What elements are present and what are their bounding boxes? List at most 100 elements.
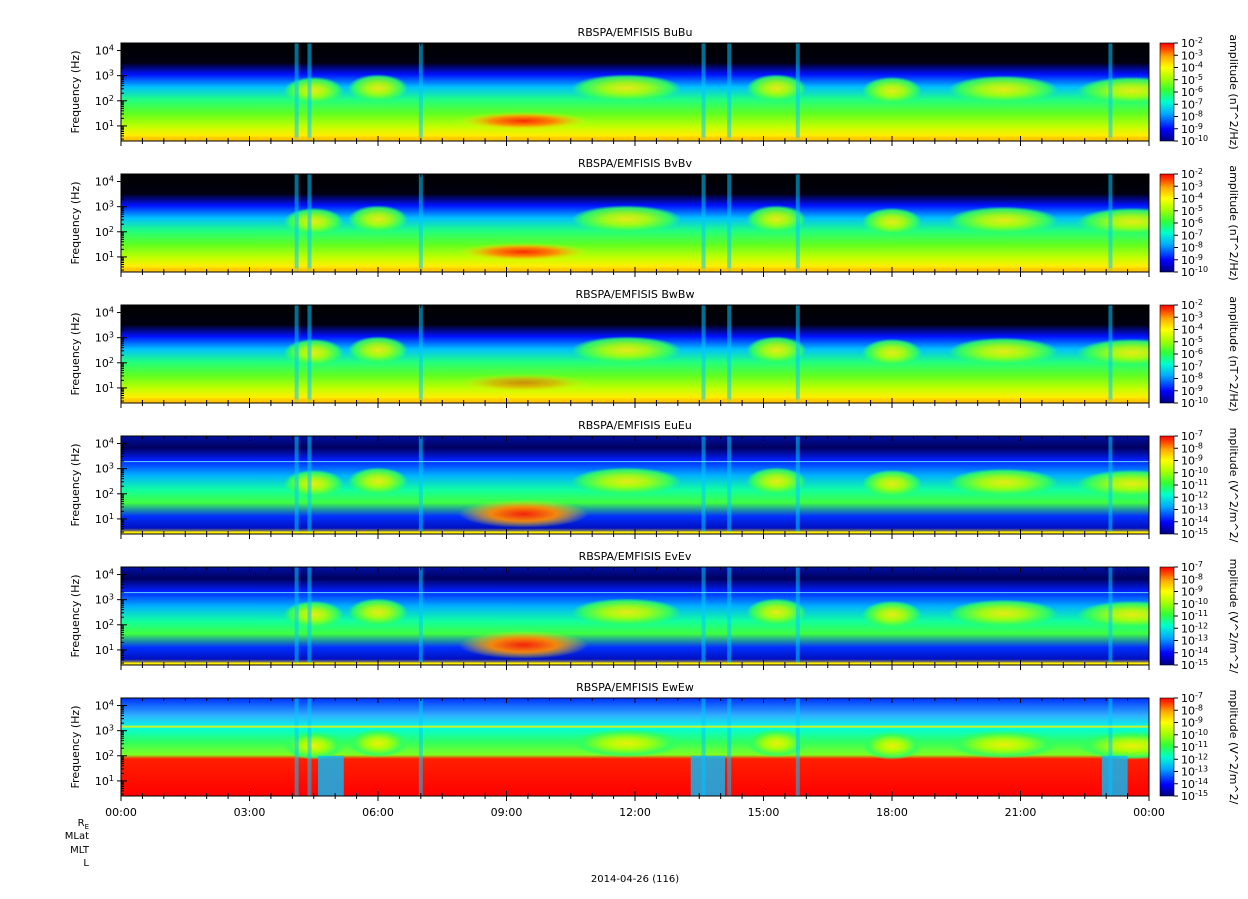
broadband-spike [1108,174,1113,272]
y-tick-label: 103 [95,593,114,607]
y-axis-label: Frequency (Hz) [69,706,82,789]
colorbar-tick-label: 10-14 [1181,777,1208,791]
gap-region [318,755,344,796]
y-axis-label: Frequency (Hz) [69,444,82,527]
hot-band-patch [458,242,589,261]
y-tick-label: 102 [95,356,114,370]
emission-patch [1076,207,1149,236]
hot-band-patch [458,373,589,392]
colorbar-tick-label: 10-5 [1181,73,1203,87]
hot-band-patch [458,630,589,659]
colorbar-tick-label: 10-7 [1181,359,1203,373]
broadband-spike [701,436,706,534]
colorbar-tick-label: 10-12 [1181,621,1208,635]
x-tick-label: 00:00 [105,806,137,819]
line-interference [121,592,1149,594]
ephemeris-label-mlt: MLT [70,845,89,856]
emission-patch [571,598,682,627]
gap-region [690,755,725,796]
colorbar-tick-label: 10-13 [1181,634,1208,648]
emission-patch [571,467,682,496]
colorbar-tick-label: 10-9 [1181,454,1203,468]
colorbar-tick-label: 10-7 [1181,97,1203,111]
colorbar-label: mplitude (V^2/m^2/ [1227,559,1240,674]
colorbar [1159,173,1175,273]
colorbar-tick-label: 10-8 [1181,441,1203,455]
colorbar-tick-label: 10-6 [1181,347,1203,361]
colorbar-tick-label: 10-11 [1181,740,1208,754]
colorbar-tick-label: 10-7 [1181,228,1203,242]
colorbar-label: amplitude (nT^2/Hz) [1227,165,1240,280]
colorbar-tick-label: 10-3 [1181,310,1203,324]
colorbar-tick-label: 10-7 [1181,560,1203,574]
broadband-spike [727,567,732,665]
hot-band-patch [458,111,589,130]
emission-patch [348,598,408,627]
broadband-spike [1108,436,1113,534]
broadband-spike [795,567,800,665]
spectrogram-panel: 101 102 103 104 RBSPA/EMFISIS EwEw Frequency … [69,681,1240,805]
colorbar-tick-label: 10-3 [1181,48,1203,62]
colorbar-label: amplitude (nT^2/Hz) [1227,34,1240,149]
emission-patch [746,729,807,758]
emission-patch [746,74,807,103]
broadband-spike [727,436,732,534]
spectrogram-image [121,567,1149,665]
colorbar-tick-label: 10-4 [1181,192,1203,206]
y-tick-label: 104 [95,437,114,451]
colorbar-tick-label: 10-6 [1181,85,1203,99]
panel-title: RBSPA/EMFISIS EuEu [578,419,692,432]
x-tick-label: 00:00 [1133,806,1165,819]
x-tick-label: 03:00 [234,806,266,819]
emission-patch [1076,731,1149,760]
broadband-spike [307,698,312,796]
broadband-spike [307,567,312,665]
colorbar-tick-label: 10-9 [1181,585,1203,599]
broadband-spike [307,436,312,534]
colorbar-tick-label: 10-8 [1181,703,1203,717]
colorbar [1159,435,1175,535]
broadband-spike [294,698,299,796]
panel-title: RBSPA/EMFISIS BuBu [578,26,693,39]
colorbar-tick-label: 10-11 [1181,609,1208,623]
broadband-spike [294,43,299,141]
ephemeris-label-mlat: MLat [64,831,89,842]
colorbar-tick-label: 10-2 [1181,298,1203,312]
colorbar-tick-label: 10-12 [1181,490,1208,504]
panel-title: RBSPA/EMFISIS EvEv [579,550,692,563]
colorbar-tick-label: 10-10 [1181,265,1208,279]
emission-patch [571,729,682,758]
broadband-spike [701,43,706,141]
emission-patch [746,467,807,496]
x-tick-label: 09:00 [491,806,523,819]
y-tick-label: 104 [95,568,114,582]
colorbar-tick-label: 10-8 [1181,572,1203,586]
broadband-spike [1108,43,1113,141]
spectrogram-image [121,174,1149,272]
broadband-spike [418,305,423,403]
colorbar-tick-label: 10-10 [1181,597,1208,611]
y-axis-label: Frequency (Hz) [69,313,82,396]
broadband-spike [1108,305,1113,403]
broadband-spike [294,436,299,534]
y-axis-label: Frequency (Hz) [69,182,82,265]
emission-patch [948,599,1059,628]
y-tick-label: 102 [95,225,114,239]
colorbar-tick-label: 10-9 [1181,716,1203,730]
colorbar-tick-label: 10-8 [1181,241,1203,255]
emission-patch [862,76,922,105]
colorbar-tick-label: 10-9 [1181,384,1203,398]
y-tick-label: 101 [95,119,114,133]
hot-band-patch [458,499,589,528]
emission-patch [746,205,807,234]
ephemeris-label-re: RE [77,818,89,831]
emission-patch [862,469,922,498]
broadband-spike [418,43,423,141]
broadband-spike [795,43,800,141]
colorbar-tick-label: 10-10 [1181,466,1208,480]
colorbar-label: mplitude (V^2/m^2/ [1227,690,1240,805]
emission-patch [862,600,922,629]
panel-title: RBSPA/EMFISIS BwBw [576,288,695,301]
y-tick-label: 101 [95,512,114,526]
emission-patch [571,74,682,103]
